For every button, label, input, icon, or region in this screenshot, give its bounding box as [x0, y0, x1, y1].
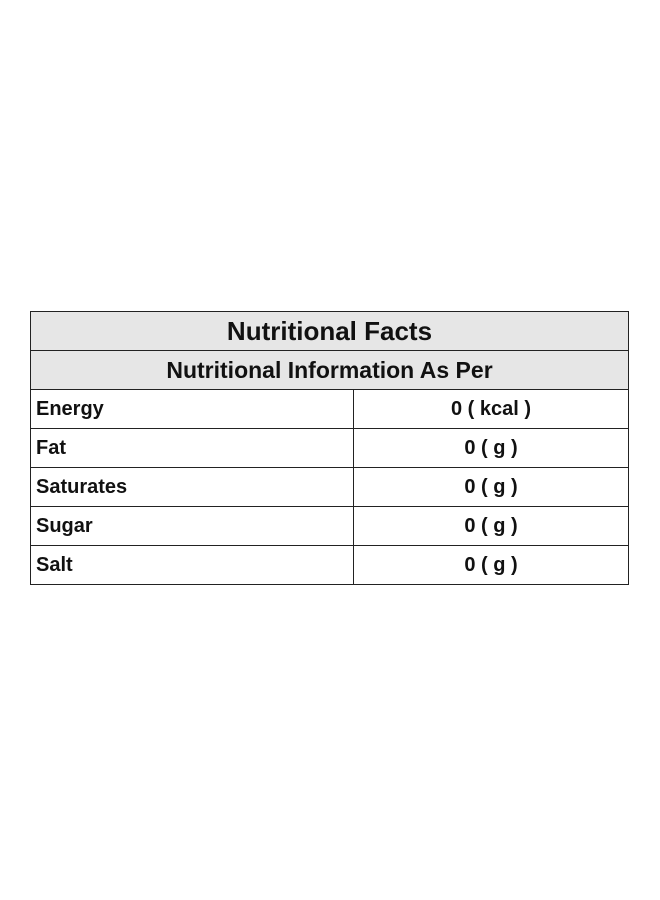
nutrient-label: Salt — [30, 545, 354, 585]
table-row-sugar: Sugar 0 ( g ) — [30, 506, 629, 546]
table-row-energy: Energy 0 ( kcal ) — [30, 389, 629, 429]
nutrient-label: Energy — [30, 389, 354, 429]
table-row-saturates: Saturates 0 ( g ) — [30, 467, 629, 507]
nutrient-label: Saturates — [30, 467, 354, 507]
table-title: Nutritional Facts — [30, 311, 629, 351]
nutrient-value: 0 ( kcal ) — [353, 389, 629, 429]
nutrient-label: Fat — [30, 428, 354, 468]
table-subtitle: Nutritional Information As Per — [30, 350, 629, 390]
nutrient-value: 0 ( g ) — [353, 545, 629, 585]
nutrition-facts-table: Nutritional Facts Nutritional Informatio… — [30, 311, 629, 585]
nutrient-label: Sugar — [30, 506, 354, 546]
nutrient-value: 0 ( g ) — [353, 428, 629, 468]
nutrient-value: 0 ( g ) — [353, 506, 629, 546]
table-row-fat: Fat 0 ( g ) — [30, 428, 629, 468]
nutrient-value: 0 ( g ) — [353, 467, 629, 507]
subtitle-row: Nutritional Information As Per — [30, 350, 629, 390]
table-row-salt: Salt 0 ( g ) — [30, 545, 629, 585]
title-row: Nutritional Facts — [30, 311, 629, 351]
